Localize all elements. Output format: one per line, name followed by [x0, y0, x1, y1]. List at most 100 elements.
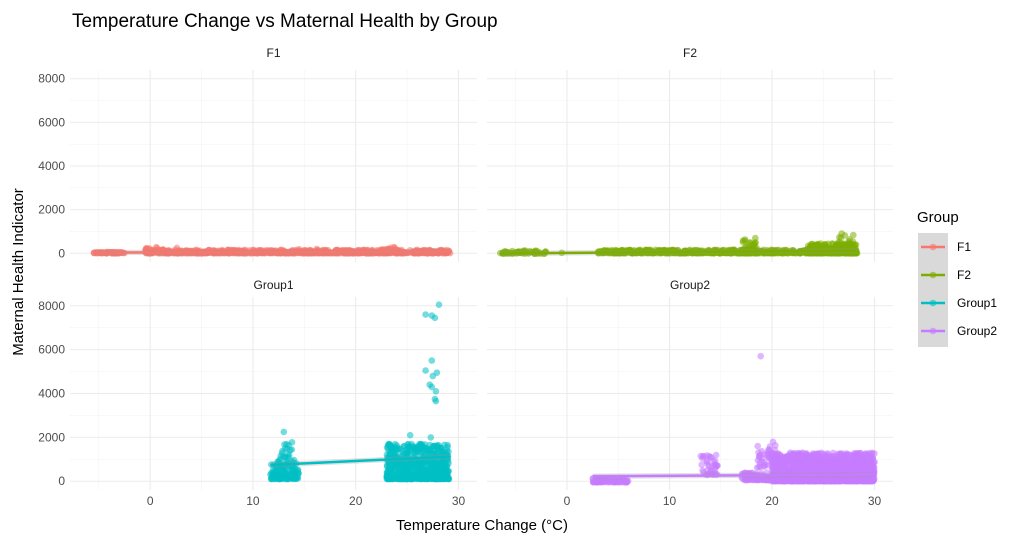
data-point [287, 446, 294, 454]
data-point [838, 230, 845, 237]
legend: Group F1 F2 Group1 Group2 [917, 209, 997, 347]
regression-line [93, 250, 451, 254]
facet-strip-label: F1 [266, 46, 280, 60]
data-point [313, 245, 321, 253]
data-point [383, 473, 391, 481]
data-point [436, 463, 444, 470]
x-tick-label: 20 [765, 494, 779, 508]
data-point [825, 458, 832, 466]
data-point [288, 439, 296, 446]
legend-point-icon [929, 327, 937, 335]
data-point [427, 434, 435, 441]
legend-point-icon [929, 271, 937, 279]
data-point [427, 475, 434, 482]
y-axis-title: Maternal Health Indicator [10, 188, 27, 356]
chart-title: Temperature Change vs Maternal Health by… [72, 11, 498, 32]
data-point [799, 477, 806, 485]
data-point [811, 477, 819, 485]
legend-label: F1 [957, 240, 971, 254]
facet-strip-label: Group2 [670, 278, 710, 292]
data-point [388, 444, 396, 451]
data-point [753, 464, 761, 472]
data-point [429, 372, 437, 380]
data-point [387, 464, 394, 472]
data-point [435, 301, 443, 309]
y-tick-label: 2000 [38, 203, 65, 217]
data-point [711, 466, 719, 473]
legend-label: Group2 [957, 324, 997, 338]
data-point [414, 463, 422, 471]
y-tick-label: 8000 [38, 72, 65, 86]
data-point [173, 244, 181, 252]
facet-strip-label: Group1 [253, 278, 293, 292]
data-point [781, 454, 789, 462]
data-point [868, 455, 875, 463]
data-point [441, 473, 449, 480]
data-point [406, 431, 414, 439]
y-tick-label: 0 [58, 246, 65, 260]
data-point [420, 474, 427, 482]
legend-point-icon [929, 299, 937, 307]
data-point [281, 441, 288, 448]
x-tick-label: 0 [147, 494, 154, 508]
data-point [431, 314, 439, 322]
x-tick-label: 0 [564, 494, 571, 508]
data-point [793, 477, 800, 485]
data-point [705, 452, 713, 460]
data-point [395, 444, 403, 452]
data-point [422, 367, 429, 374]
data-point [267, 475, 275, 483]
data-point [142, 245, 150, 252]
data-point [862, 454, 870, 462]
legend-label: Group1 [957, 296, 997, 310]
data-point [846, 236, 853, 243]
x-tick-label: 10 [246, 494, 260, 508]
data-point [280, 428, 288, 436]
data-point [422, 444, 429, 452]
data-point [751, 239, 759, 247]
data-point [286, 471, 294, 478]
data-point [801, 455, 808, 463]
x-tick-label: 30 [452, 494, 466, 508]
data-point [431, 442, 439, 450]
facet-strip-label: F2 [683, 46, 697, 60]
data-point [855, 452, 863, 460]
points-group2 [589, 352, 878, 486]
data-point [413, 448, 421, 456]
data-point [795, 454, 803, 461]
y-tick-label: 6000 [38, 115, 65, 129]
x-axis-title: Temperature Change (°C) [396, 517, 568, 534]
y-tick-label: 6000 [38, 343, 65, 357]
data-point [860, 465, 867, 473]
data-point [276, 456, 284, 463]
data-point [397, 475, 405, 482]
data-point [868, 476, 876, 484]
data-point [838, 241, 846, 249]
x-tick-label: 30 [868, 494, 882, 508]
y-tick-label: 8000 [38, 299, 65, 313]
data-point [292, 473, 300, 481]
data-point [771, 464, 778, 472]
data-point [839, 454, 846, 461]
data-point [402, 446, 410, 454]
data-point [423, 461, 430, 469]
data-point [837, 477, 844, 485]
data-point [408, 474, 415, 481]
data-point [443, 462, 451, 470]
x-tick-label: 10 [663, 494, 677, 508]
legend-title: Group [917, 209, 959, 226]
data-point [444, 441, 451, 449]
regression-line [592, 473, 875, 478]
legend-point-icon [929, 243, 937, 251]
data-point [757, 352, 764, 360]
data-point [790, 450, 797, 458]
data-point [818, 454, 825, 461]
y-tick-label: 0 [58, 474, 65, 488]
data-point [153, 243, 160, 251]
data-point [389, 475, 397, 483]
data-point [771, 453, 778, 461]
legend-label: F2 [957, 268, 971, 282]
